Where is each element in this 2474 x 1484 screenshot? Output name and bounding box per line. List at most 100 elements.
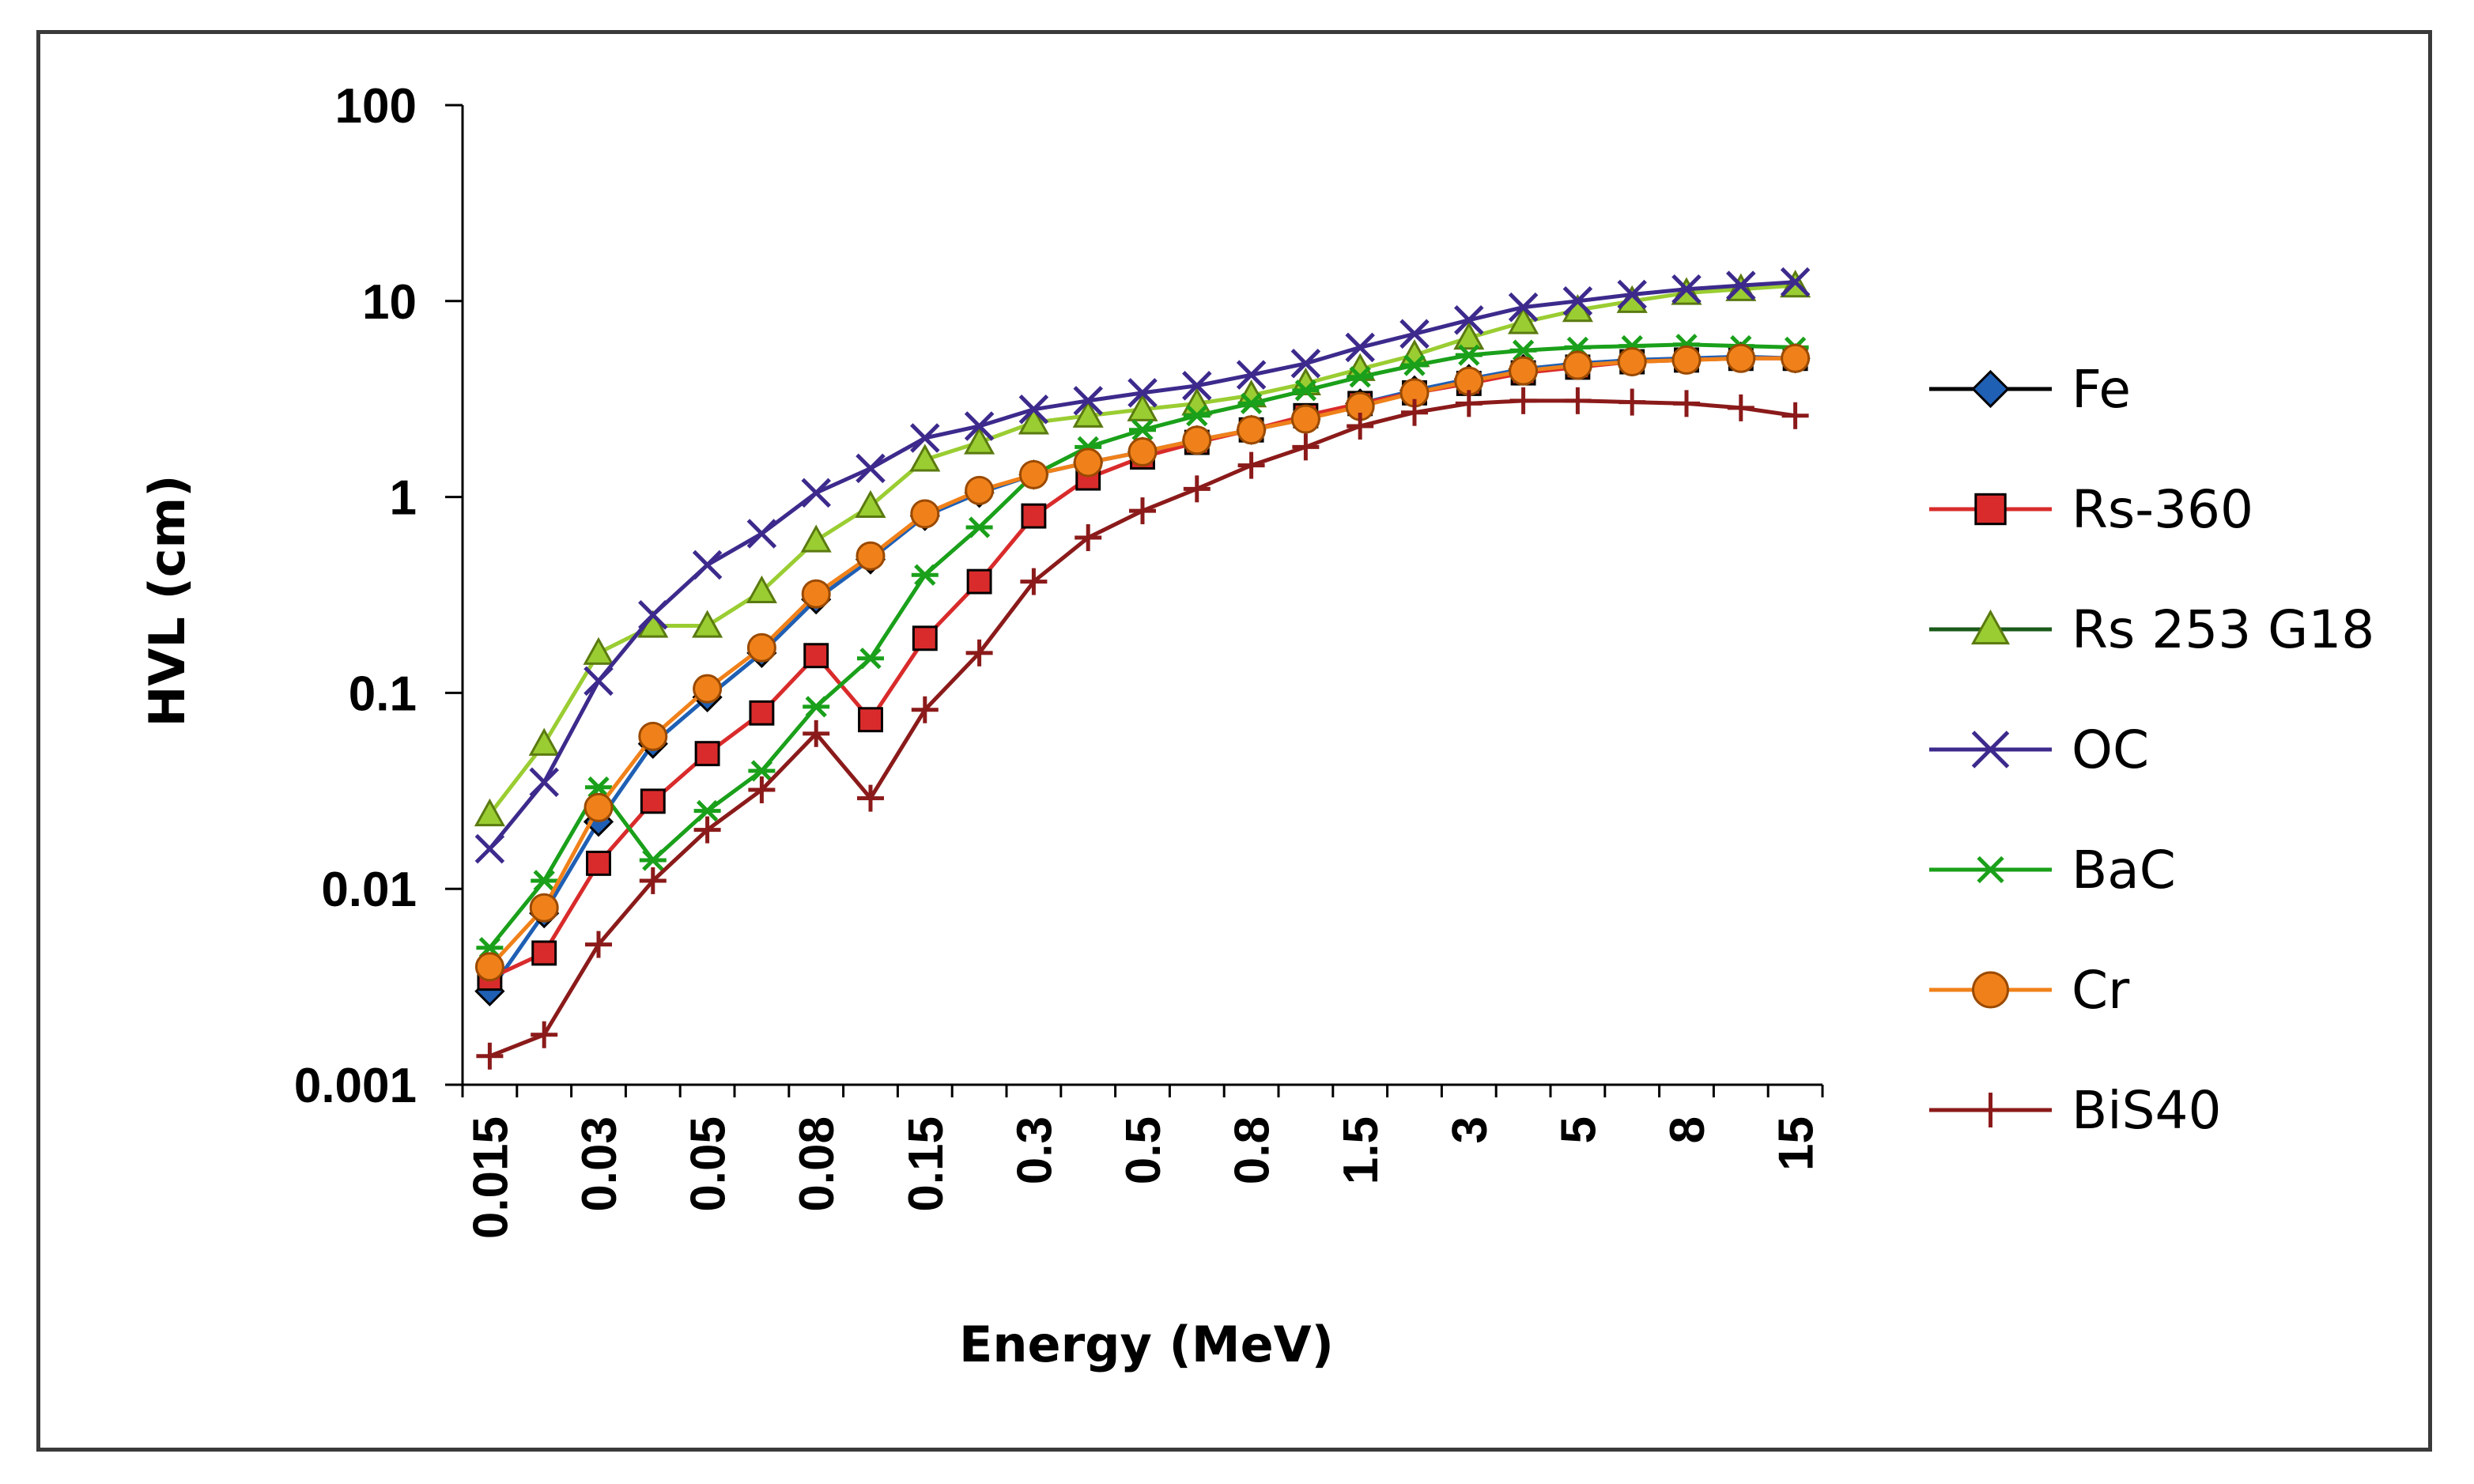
series-bac bbox=[476, 334, 1809, 959]
legend-label: BaC bbox=[2072, 840, 2176, 901]
data-point bbox=[749, 700, 775, 726]
data-point bbox=[1292, 433, 1320, 461]
data-point bbox=[528, 727, 560, 756]
x-tick-label: 0.5 bbox=[1116, 1116, 1171, 1184]
data-point bbox=[1347, 412, 1374, 440]
data-point bbox=[856, 541, 886, 571]
data-point bbox=[1509, 339, 1537, 361]
y-tick-label: 10 bbox=[362, 275, 417, 330]
data-point bbox=[1509, 356, 1539, 386]
data-point bbox=[1727, 394, 1754, 421]
data-point bbox=[638, 721, 668, 751]
data-point bbox=[1018, 395, 1049, 425]
data-point bbox=[803, 719, 830, 747]
data-point bbox=[1781, 343, 1811, 373]
data-point bbox=[803, 696, 830, 718]
data-point bbox=[474, 952, 504, 982]
data-point bbox=[585, 776, 612, 799]
data-point bbox=[1127, 378, 1158, 408]
legend-marker bbox=[1971, 731, 2010, 768]
data-point bbox=[1509, 387, 1537, 414]
legend-item: OC bbox=[1929, 719, 2149, 780]
data-point bbox=[474, 833, 505, 864]
data-point bbox=[694, 741, 720, 767]
data-point bbox=[1182, 425, 1212, 455]
data-point bbox=[912, 625, 938, 651]
data-point bbox=[1183, 405, 1211, 427]
legend-label: OC bbox=[2072, 719, 2149, 780]
x-tick-label: 0.08 bbox=[790, 1116, 844, 1212]
legend-item: BaC bbox=[1929, 840, 2176, 901]
data-point bbox=[1290, 349, 1321, 379]
series-bis40 bbox=[476, 387, 1809, 1070]
data-point bbox=[692, 549, 723, 580]
data-point bbox=[1671, 345, 1702, 375]
series-line bbox=[488, 280, 1796, 851]
data-point bbox=[1129, 419, 1156, 441]
data-point bbox=[964, 411, 995, 441]
data-point bbox=[1401, 398, 1428, 426]
legend-label: BiS40 bbox=[2072, 1080, 2222, 1141]
legend: Fe Rs-360 Rs 253 G18 OC BaC Cr BiS40 bbox=[1929, 359, 2374, 1141]
x-tick-label: 1.5 bbox=[1334, 1116, 1388, 1184]
chart-frame bbox=[36, 30, 2432, 1452]
data-point bbox=[584, 666, 614, 697]
x-tick-labels: 0.015 0.03 0.05 0.08 0.15 0.3 0.5 0.8 1.5 3 5 8 15 bbox=[463, 1116, 1823, 1239]
data-point bbox=[1347, 366, 1374, 388]
series-cr bbox=[474, 343, 1811, 982]
data-point bbox=[1508, 292, 1539, 323]
data-point bbox=[1237, 415, 1267, 445]
legend-marker bbox=[1970, 609, 2011, 645]
data-point bbox=[911, 696, 939, 723]
data-point bbox=[639, 867, 667, 894]
y-tick-label: 1 bbox=[390, 471, 417, 526]
series-oc bbox=[474, 267, 1811, 864]
x-tick-label: 0.15 bbox=[899, 1116, 954, 1212]
data-point bbox=[746, 632, 776, 663]
data-point bbox=[1453, 322, 1485, 350]
data-point bbox=[586, 850, 611, 876]
data-point bbox=[1399, 319, 1430, 349]
data-point bbox=[529, 767, 559, 798]
data-point bbox=[748, 760, 776, 782]
data-point bbox=[910, 499, 940, 529]
data-point bbox=[800, 524, 832, 553]
data-point bbox=[1018, 406, 1049, 435]
data-point bbox=[965, 516, 993, 538]
legend-label: Rs 253 G18 bbox=[2072, 599, 2374, 660]
legend-marker bbox=[1972, 971, 2009, 1009]
legend-marker bbox=[1971, 369, 2010, 409]
data-point bbox=[1292, 379, 1320, 402]
data-point bbox=[965, 639, 993, 666]
series-layer bbox=[474, 267, 1811, 1070]
x-tick-label: 15 bbox=[1770, 1116, 1824, 1171]
data-point bbox=[529, 893, 559, 923]
legend-item: Fe bbox=[1929, 359, 2131, 420]
data-point bbox=[1454, 305, 1484, 335]
data-point bbox=[1073, 386, 1103, 416]
data-point bbox=[1618, 388, 1646, 416]
legend-item: Cr bbox=[1929, 960, 2130, 1021]
data-point bbox=[801, 478, 831, 508]
data-point bbox=[746, 575, 777, 604]
series-rs-253-g18 bbox=[474, 270, 1811, 827]
data-point bbox=[1562, 286, 1593, 316]
data-point bbox=[856, 453, 886, 484]
data-point bbox=[531, 1021, 558, 1048]
legend-item: Rs 253 G18 bbox=[1929, 599, 2374, 660]
x-tick-label: 3 bbox=[1443, 1116, 1498, 1143]
data-point bbox=[693, 674, 723, 704]
data-point bbox=[639, 849, 667, 871]
data-point bbox=[803, 643, 829, 669]
y-tick-label: 0.01 bbox=[321, 863, 417, 917]
data-point bbox=[1073, 447, 1103, 478]
data-point bbox=[1127, 393, 1158, 421]
x-tick-label: 0.3 bbox=[1007, 1116, 1062, 1184]
data-point bbox=[965, 475, 995, 505]
x-tick-label: 0.03 bbox=[572, 1116, 627, 1212]
data-point bbox=[1021, 503, 1047, 529]
data-point bbox=[474, 798, 505, 827]
data-point bbox=[531, 940, 557, 966]
y-tick-label: 0.001 bbox=[294, 1059, 417, 1113]
